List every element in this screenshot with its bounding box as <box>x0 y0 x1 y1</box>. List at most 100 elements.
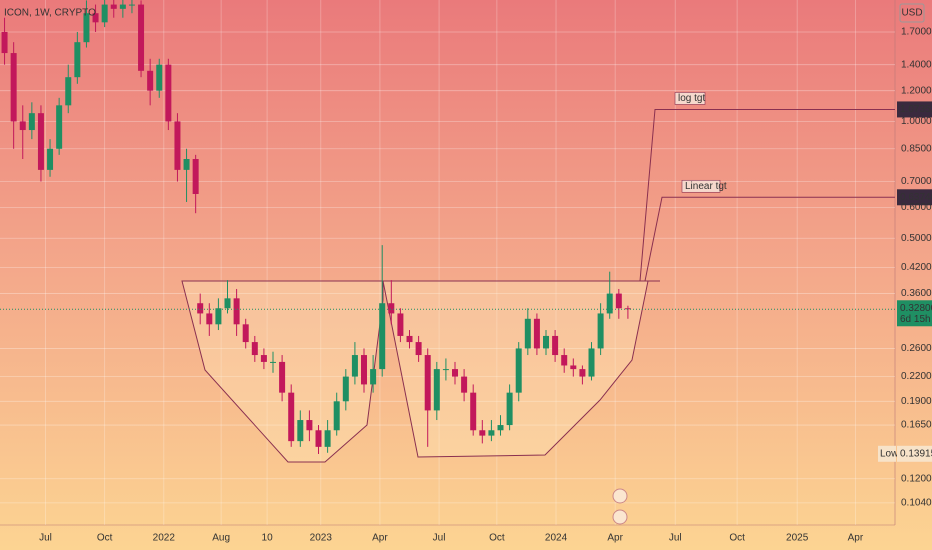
candle-body <box>452 369 459 377</box>
candle-body <box>215 308 222 325</box>
candle-body <box>101 4 108 23</box>
target-line <box>639 108 895 282</box>
candle-body <box>415 342 422 356</box>
candle-body <box>270 361 277 363</box>
candle-body <box>406 335 413 343</box>
target-tag: Linear tgt <box>685 181 727 192</box>
candle-body <box>138 4 145 71</box>
candle-body <box>442 369 449 371</box>
low-tag-box <box>878 445 896 462</box>
candle-body <box>397 313 404 336</box>
candle-body <box>543 335 550 349</box>
x-tick-label: Apr <box>848 533 864 544</box>
candle-body <box>1 31 8 54</box>
x-tick-label: Apr <box>372 533 388 544</box>
candle-body <box>28 113 35 131</box>
candle-body <box>333 401 340 431</box>
target-tag: log tgt <box>678 93 705 104</box>
candle-body <box>361 355 368 385</box>
candle-body <box>388 303 395 314</box>
target-tag-box <box>674 92 706 105</box>
x-tick-label: Apr <box>607 533 623 544</box>
candle-body <box>306 420 313 431</box>
x-tick-label: Oct <box>97 533 113 544</box>
candle-body <box>515 348 522 393</box>
candle-body <box>147 70 154 91</box>
candle-body <box>479 430 486 436</box>
price-label: 0.63746 <box>900 192 932 203</box>
event-icon <box>612 488 628 504</box>
x-tick-label: 2023 <box>310 533 333 544</box>
candle-body <box>561 355 568 366</box>
candle-body <box>588 348 595 377</box>
candle-body <box>260 355 267 362</box>
countdown: 6d 15h <box>900 314 931 325</box>
event-icon <box>612 509 628 525</box>
candle-body <box>424 355 431 411</box>
candle-body <box>570 365 577 370</box>
price-label: 1.07352 <box>900 104 932 115</box>
target-line <box>644 196 895 282</box>
candle-body <box>128 4 135 6</box>
price-label-box <box>897 101 932 118</box>
x-tick-label: Jul <box>39 533 52 544</box>
candle-body <box>74 42 81 78</box>
last-price: 0.32800 <box>900 303 932 314</box>
candle-body <box>233 298 240 325</box>
candle-body <box>370 369 377 385</box>
x-tick-label: 2025 <box>786 533 809 544</box>
candle-body <box>488 430 495 436</box>
candle-body <box>165 64 172 122</box>
currency-box <box>899 3 925 23</box>
candle-body <box>92 13 99 23</box>
candle-body <box>56 105 63 149</box>
last-price-box <box>897 300 932 327</box>
candle-body <box>224 298 231 309</box>
low-tag: Low <box>880 448 899 459</box>
x-tick-label: Aug <box>212 533 230 544</box>
candle-body <box>624 308 631 310</box>
candle-body <box>242 324 249 343</box>
candle-body <box>552 335 559 356</box>
candles <box>1 0 631 454</box>
candle-body <box>10 53 17 122</box>
candle-body <box>251 342 258 356</box>
candle-body <box>533 318 540 349</box>
candle-body <box>579 369 586 377</box>
low-price: 0.13915 <box>900 448 932 459</box>
overlay: log tgt 1.07352 Linear tgt 0.63746 0.328006d… <box>0 92 932 462</box>
candle-body <box>192 159 199 195</box>
candle-body <box>37 113 44 170</box>
candle-body <box>497 425 504 431</box>
x-tick-label: 2022 <box>153 533 176 544</box>
candle-body <box>156 64 163 91</box>
x-tick-label: 10 <box>262 533 274 544</box>
candle-body <box>19 121 26 131</box>
chart-title: ICON, 1W, CRYPTO <box>4 8 96 19</box>
x-tick-label: Jul <box>433 533 446 544</box>
x-tick-label: Oct <box>489 533 505 544</box>
candle-body <box>351 355 358 377</box>
candle-body <box>470 392 477 431</box>
candle-body <box>279 361 286 393</box>
currency: USD <box>901 8 922 19</box>
x-tick-label: Jul <box>669 533 682 544</box>
low-price-box <box>897 445 932 462</box>
candle-body <box>606 293 613 314</box>
candle-body <box>615 293 622 309</box>
price-label-box <box>897 189 932 206</box>
y-tick-label: 1.20000 <box>901 85 932 96</box>
